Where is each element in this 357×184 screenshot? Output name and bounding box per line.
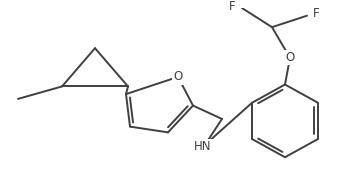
Text: O: O [285, 51, 295, 64]
Text: O: O [174, 70, 183, 83]
Text: HN: HN [194, 140, 212, 153]
Text: F: F [313, 7, 320, 20]
Text: F: F [230, 0, 236, 13]
